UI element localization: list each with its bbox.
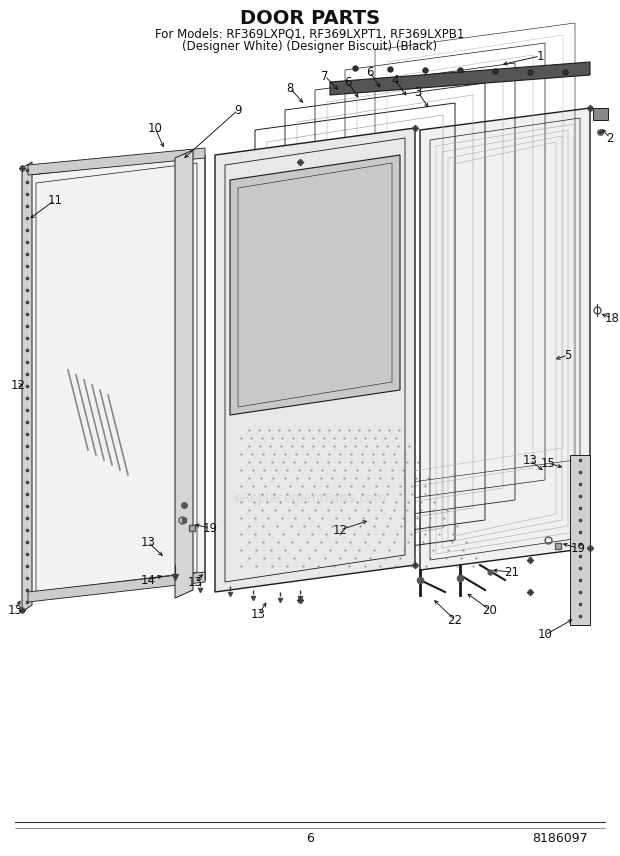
Text: 1: 1 — [536, 50, 544, 62]
Text: 9: 9 — [234, 104, 242, 116]
Polygon shape — [593, 108, 608, 120]
Text: DOOR PARTS: DOOR PARTS — [240, 9, 380, 27]
Polygon shape — [175, 150, 193, 598]
Text: 14: 14 — [141, 574, 156, 586]
Text: For Models: RF369LXPQ1, RF369LXPT1, RF369LXPB1: For Models: RF369LXPQ1, RF369LXPT1, RF36… — [156, 27, 464, 40]
Text: 12: 12 — [11, 378, 25, 391]
Polygon shape — [28, 572, 205, 602]
Text: 8: 8 — [286, 81, 294, 94]
Text: 11: 11 — [48, 193, 63, 206]
Text: 13: 13 — [141, 536, 156, 549]
Text: 5: 5 — [564, 348, 572, 361]
Text: 10: 10 — [148, 122, 162, 134]
Text: 6: 6 — [366, 66, 374, 79]
Polygon shape — [28, 148, 205, 175]
Text: 22: 22 — [448, 614, 463, 627]
Text: 3: 3 — [414, 86, 422, 98]
Text: 19: 19 — [203, 521, 218, 534]
Text: 12: 12 — [332, 524, 347, 537]
Polygon shape — [230, 155, 400, 415]
Polygon shape — [330, 62, 590, 95]
Text: 19: 19 — [570, 542, 585, 555]
Text: 4: 4 — [391, 74, 399, 86]
Text: 2: 2 — [606, 132, 614, 145]
Text: 13: 13 — [523, 454, 538, 467]
Text: 20: 20 — [482, 603, 497, 616]
Text: 18: 18 — [604, 312, 619, 324]
Text: 13: 13 — [188, 575, 203, 589]
Text: eReplacementParts.com: eReplacementParts.com — [234, 491, 386, 504]
Polygon shape — [215, 128, 415, 592]
Polygon shape — [420, 108, 590, 570]
Polygon shape — [28, 155, 205, 600]
Text: 10: 10 — [538, 628, 552, 641]
Text: 13: 13 — [7, 603, 22, 616]
Text: (Designer White) (Designer Biscuit) (Black): (Designer White) (Designer Biscuit) (Bla… — [182, 39, 438, 52]
Text: 13: 13 — [250, 609, 265, 621]
Text: 21: 21 — [505, 566, 520, 579]
Polygon shape — [570, 455, 590, 625]
Text: 15: 15 — [541, 456, 556, 469]
Text: 8186097: 8186097 — [532, 831, 588, 845]
Text: 7: 7 — [321, 69, 329, 82]
Text: 6: 6 — [306, 831, 314, 845]
Text: 6: 6 — [344, 75, 352, 88]
Polygon shape — [22, 162, 32, 612]
